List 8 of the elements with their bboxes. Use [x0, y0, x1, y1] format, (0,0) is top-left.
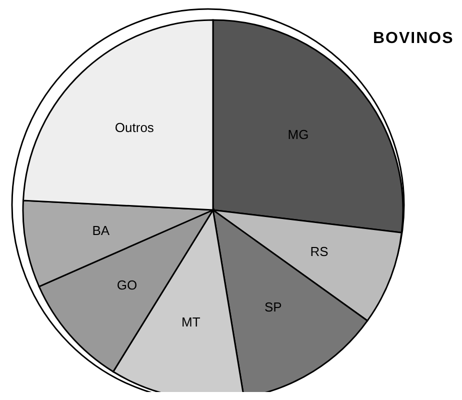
slice-label: MT: [182, 314, 200, 330]
slice-label: RS: [310, 244, 329, 259]
slice-label: MG: [288, 126, 309, 142]
text: BOVINOS: [373, 30, 454, 48]
slice-label: Outros: [114, 120, 154, 135]
slice-label: SP: [264, 299, 282, 314]
slice-label: BA: [92, 223, 110, 238]
slice-label: GO: [116, 277, 138, 292]
